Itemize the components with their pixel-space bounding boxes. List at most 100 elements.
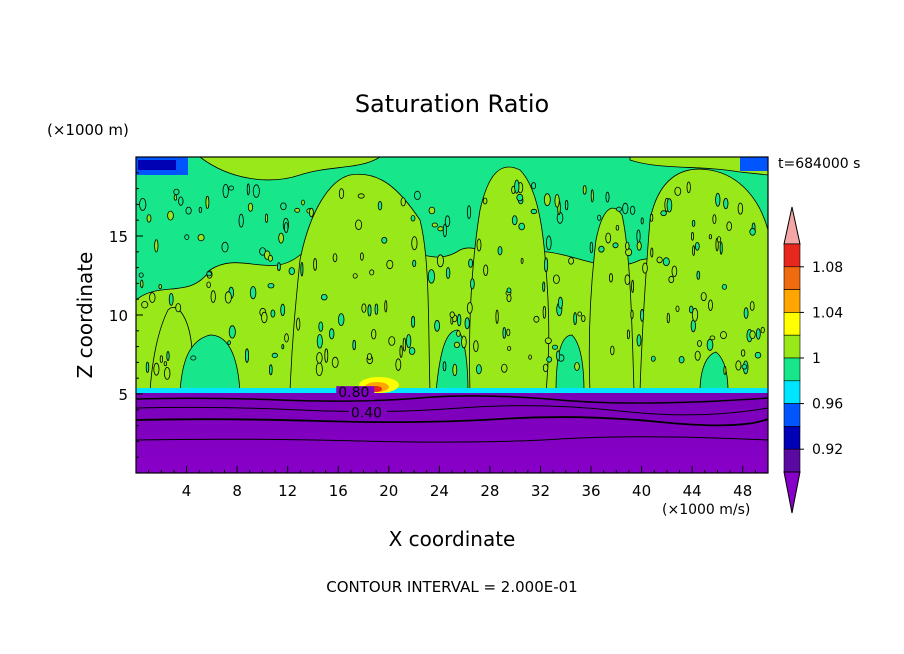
- contour-speckle: [267, 254, 273, 262]
- contour-speckle: [544, 337, 552, 345]
- contour-speckle: [691, 307, 699, 322]
- contour-speckle: [666, 312, 670, 324]
- contour-speckle: [706, 338, 714, 351]
- subsaturated-gap-3: [699, 351, 729, 392]
- contour-speckle: [268, 364, 273, 376]
- contour-speckle: [413, 190, 421, 200]
- contour-speckle: [528, 354, 532, 360]
- contour-speckle: [590, 189, 594, 203]
- contour-speckle: [760, 326, 765, 334]
- contour-speckle: [636, 334, 642, 347]
- contour-speckle: [247, 202, 254, 212]
- contour-speckle: [690, 319, 696, 333]
- contour-speckle: [280, 303, 286, 316]
- contour-speckle: [318, 321, 324, 332]
- contour-speckle: [324, 348, 329, 363]
- contour-speckle: [721, 283, 728, 290]
- contour-speckle: [386, 259, 394, 270]
- contour-label-bg: [336, 386, 375, 401]
- colorbar: 1.08 1.04 1 0.96 0.92: [783, 206, 843, 514]
- contour-speckle: [674, 186, 682, 196]
- colorbar-top-arrow: [783, 206, 801, 245]
- contour-speckle: [395, 358, 402, 371]
- contour-speckle: [740, 349, 746, 357]
- x-unit-label: (×1000 m/s): [662, 502, 750, 518]
- contour-speckle: [284, 333, 289, 343]
- contour-speckle: [288, 267, 295, 276]
- contour-speckle: [666, 198, 673, 213]
- contour-speckle: [428, 206, 436, 215]
- contour-speckle: [568, 257, 574, 265]
- contour-speckle: [720, 331, 727, 340]
- contour-label: 0.80: [338, 385, 369, 401]
- contour-speckle: [533, 315, 540, 323]
- contour-speckle: [361, 303, 367, 313]
- contour-speckle: [252, 184, 260, 198]
- contour-speckle: [296, 317, 301, 331]
- x-tick-label: 36: [581, 482, 600, 500]
- contour-speckle: [743, 307, 749, 319]
- contour-speckle: [338, 313, 345, 327]
- x-tick-label: 24: [430, 482, 449, 500]
- colorbar-segment: [783, 266, 801, 290]
- contour-speckle: [140, 279, 144, 289]
- contour-speckle: [452, 363, 458, 377]
- contour-speckle: [468, 258, 474, 268]
- contour-speckle: [630, 309, 634, 320]
- contour-speckle: [445, 267, 451, 279]
- x-tick-label: 8: [232, 482, 242, 500]
- contour-speckle: [264, 213, 268, 223]
- contour-speckle: [173, 194, 177, 201]
- contour-speckle: [616, 206, 622, 212]
- contour-speckle: [741, 364, 748, 370]
- contour-speckle: [622, 202, 629, 215]
- contour-speckle: [712, 214, 717, 225]
- colorbar-segment: [783, 448, 801, 473]
- contour-speckle: [497, 246, 503, 256]
- contour-speckle: [530, 208, 538, 215]
- contour-speckle: [506, 287, 512, 294]
- contour-speckle: [301, 199, 305, 206]
- contour-speckle: [238, 213, 244, 228]
- contour-speckle: [564, 199, 569, 211]
- contour-speckle: [610, 345, 615, 356]
- contour-speckle: [141, 301, 149, 309]
- colorbar-segment: [783, 357, 801, 382]
- contour-speckle: [359, 252, 364, 261]
- contour-speckle: [442, 361, 447, 372]
- colorbar-label: 1: [812, 351, 821, 367]
- contour-speckle: [276, 262, 281, 272]
- y-unit-label: (×1000 m): [47, 121, 129, 139]
- contour-speckle: [371, 329, 377, 340]
- contour-speckle: [582, 185, 587, 195]
- y-axis-ticks: 5 10 15: [109, 172, 143, 458]
- contour-speckle: [381, 236, 388, 244]
- y-tick-label: 5: [118, 386, 128, 404]
- contour-speckle: [366, 353, 372, 361]
- contour-speckle: [166, 350, 170, 361]
- contour-speckle: [598, 245, 605, 253]
- colorbar-segment: [783, 312, 801, 336]
- contour-speckle: [270, 309, 276, 318]
- contour-speckle: [280, 202, 287, 211]
- contour-speckle: [453, 341, 460, 348]
- contour-speckles: [138, 179, 765, 380]
- contour-speckle: [412, 259, 417, 268]
- contour-speckle: [581, 314, 586, 322]
- subsaturated-gap-1: [435, 329, 469, 392]
- contour-speckle: [686, 181, 691, 194]
- top-moist-patch-right: [740, 157, 768, 171]
- contour-speckle: [402, 337, 407, 352]
- contour-speckle: [609, 273, 613, 283]
- contour-speckle: [692, 245, 695, 256]
- contour-speckle: [754, 351, 762, 359]
- contour-speckle: [495, 309, 499, 324]
- contour-speckle: [543, 193, 551, 207]
- contour-speckle: [221, 241, 229, 253]
- contour-speckle: [377, 200, 383, 211]
- contour-speckle: [145, 361, 150, 374]
- contour-speckle: [244, 348, 249, 363]
- contour-speckle: [691, 231, 695, 241]
- contour-speckle: [650, 355, 656, 362]
- contour-speckle: [589, 241, 594, 254]
